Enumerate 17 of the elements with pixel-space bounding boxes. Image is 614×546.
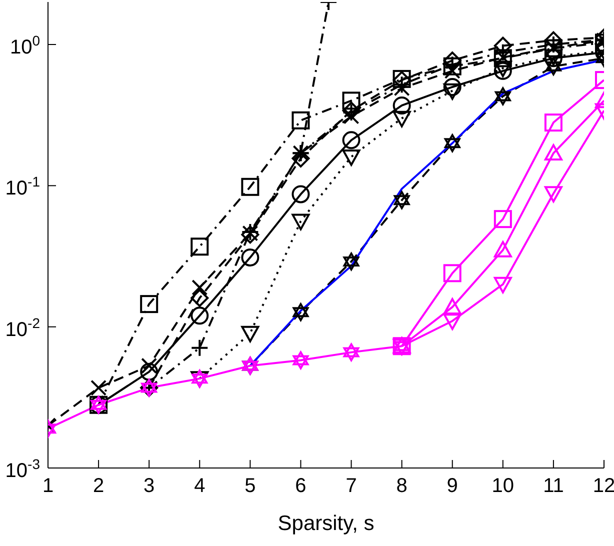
x-tick-label: 7 xyxy=(346,475,357,498)
x-tick-label: 5 xyxy=(244,475,256,498)
x-tick-label: 3 xyxy=(144,475,155,498)
x-tick-label: 11 xyxy=(543,475,564,498)
x-tick-label: 4 xyxy=(194,475,206,498)
x-tick-label: 8 xyxy=(396,475,408,498)
y-tick-label: 10$^{-2}$ xyxy=(5,314,40,341)
x-tick-label: 10 xyxy=(492,475,514,498)
y-tick-label: 10$^{-3}$ xyxy=(5,456,40,482)
x-tick-label: 12 xyxy=(592,475,614,498)
x-tick-label: 6 xyxy=(295,475,306,498)
y-tick-label: 10$^{-1}$ xyxy=(5,174,40,200)
x-axis-title: Sparsity, s xyxy=(278,512,374,535)
x-tick-label: 2 xyxy=(92,475,104,498)
x-tick-label: 1 xyxy=(42,475,54,498)
x-tick-label: 9 xyxy=(446,475,458,498)
y-tick-label: 10$^{0}$ xyxy=(10,32,40,58)
